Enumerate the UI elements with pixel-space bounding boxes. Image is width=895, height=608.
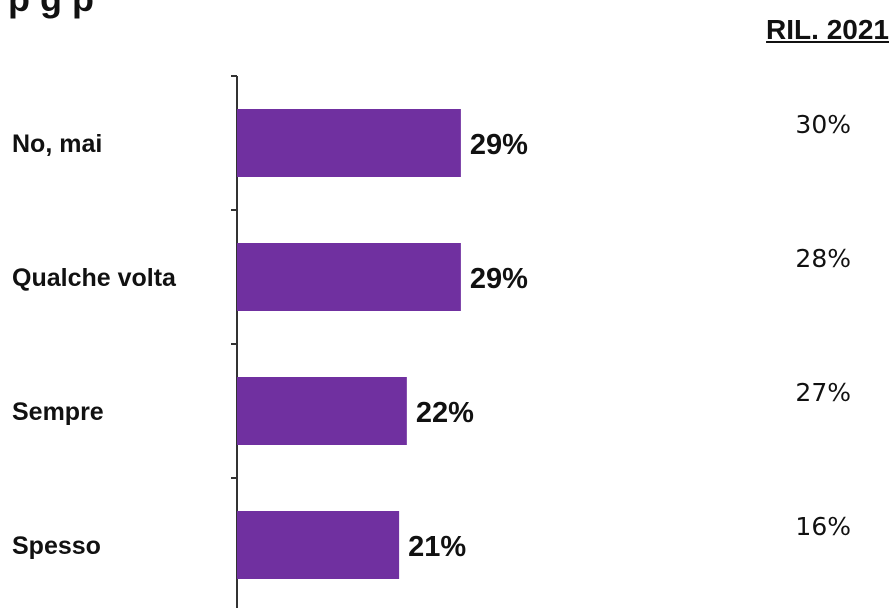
data-label: 29%: [470, 129, 528, 161]
bar: [237, 511, 400, 579]
bar: [237, 377, 407, 445]
reference-value: 27%: [795, 378, 851, 407]
reference-value: 28%: [795, 244, 851, 273]
data-label: 29%: [470, 263, 528, 295]
reference-header: RIL. 2021: [766, 14, 889, 45]
data-label: 21%: [408, 531, 466, 563]
category-label: Spesso: [12, 532, 101, 560]
category-label: Sempre: [12, 398, 104, 426]
reference-value: 16%: [795, 512, 851, 541]
category-label: No, mai: [12, 130, 102, 158]
reference-value: 30%: [795, 110, 851, 139]
data-label: 22%: [416, 397, 474, 429]
category-label: Qualche volta: [12, 264, 177, 292]
bar: [237, 243, 461, 311]
chart-title-fragment: p g p: [8, 0, 94, 20]
bar: [237, 109, 461, 177]
